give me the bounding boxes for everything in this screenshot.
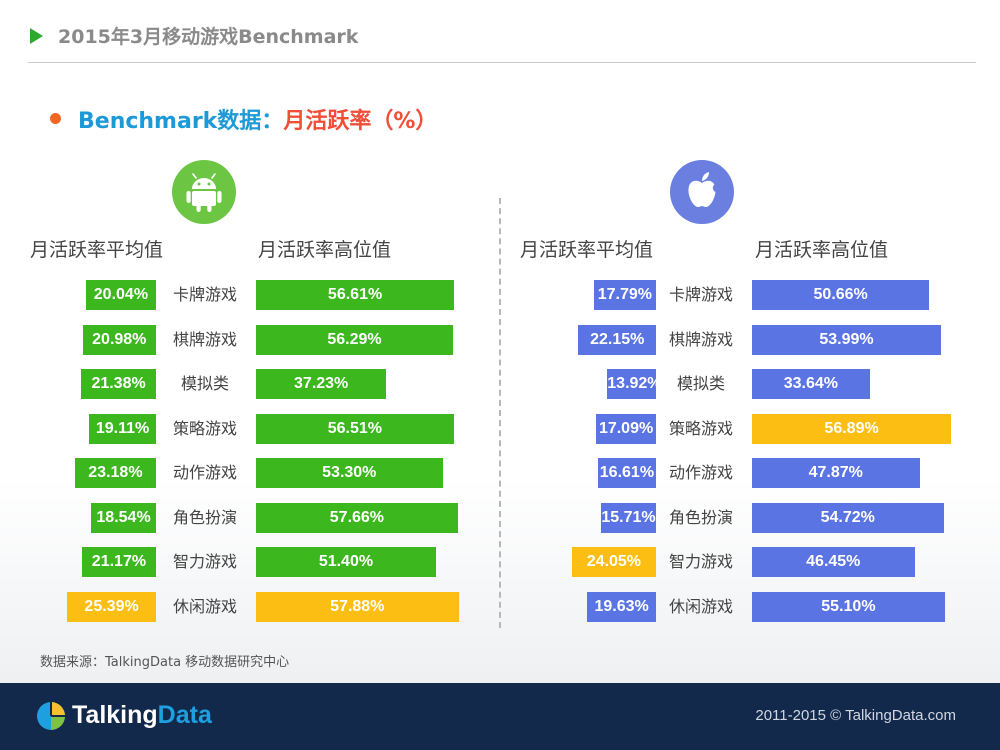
android-avg-bar: 18.54% — [91, 502, 156, 533]
header-divider — [28, 62, 976, 63]
talkingdata-pie-icon — [34, 699, 68, 733]
android-high-bar: 56.29% — [256, 324, 453, 355]
ios-avg-bar: 17.79% — [593, 280, 656, 310]
android-category-label: 智力游戏 — [172, 552, 237, 571]
section-title: Benchmark数据：月活跃率（%） — [78, 103, 437, 135]
android-high-bar: 53.30% — [256, 458, 443, 488]
android-high-bar: 51.40% — [256, 547, 436, 577]
apple-logo-icon — [670, 160, 734, 224]
android-avg-bar: 21.17% — [81, 547, 156, 577]
ios-high-bar: 55.10% — [752, 591, 945, 622]
ios-category-label: 模拟类 — [676, 374, 725, 393]
ios-avg-header: 月活跃率平均值 — [520, 239, 654, 261]
ios-category-label: 角色扮演 — [668, 507, 733, 527]
android-avg-bar: 21.38% — [81, 369, 156, 399]
android-category-label: 卡牌游戏 — [172, 285, 237, 304]
ios-high-bar: 46.45% — [752, 547, 915, 577]
android-avg-bar: 20.04% — [85, 280, 156, 310]
ios-avg-bar: 24.05% — [571, 547, 656, 577]
play-arrow-icon — [30, 28, 43, 44]
ios-high-bar: 53.99% — [752, 324, 941, 355]
android-high-bar: 56.51% — [256, 413, 454, 444]
android-avg-header: 月活跃率平均值 — [30, 239, 164, 261]
footer-copyright: 2011-2015 © TalkingData.com — [755, 707, 956, 724]
ios-avg-bar: 22.15% — [578, 324, 656, 355]
ios-category-label: 智力游戏 — [668, 552, 733, 571]
android-category-label: 角色扮演 — [172, 507, 237, 527]
platform-divider — [499, 198, 501, 628]
ios-avg-bar: 19.63% — [587, 591, 656, 622]
android-avg-bar: 25.39% — [67, 591, 156, 622]
android-category-label: 棋牌游戏 — [172, 329, 237, 349]
ios-avg-bar: 13.92% — [607, 369, 662, 399]
footer-logo-text: TalkingData — [72, 701, 212, 730]
logo-talking: Talking — [72, 701, 158, 729]
ios-category-label: 休闲游戏 — [668, 596, 733, 616]
ios-category-label: 动作游戏 — [668, 463, 733, 482]
ios-avg-bar: 17.09% — [596, 413, 656, 444]
ios-high-bar: 50.66% — [752, 280, 930, 310]
footer-bar: TalkingData 2011-2015 © TalkingData.com — [0, 683, 1000, 750]
ios-high-bar: 47.87% — [752, 458, 920, 488]
android-avg-bar: 23.18% — [74, 458, 156, 488]
android-high-bar: 56.61% — [256, 280, 455, 310]
ios-avg-bar: 16.61% — [597, 458, 656, 488]
ios-high-bar: 33.64% — [752, 369, 870, 399]
page-title: 2015年3月移动游戏Benchmark — [58, 26, 359, 48]
ios-high-header: 月活跃率高位值 — [755, 239, 889, 261]
ios-high-bar: 54.72% — [752, 502, 944, 533]
android-category-label: 策略游戏 — [172, 418, 237, 438]
bullet-dot-icon — [50, 113, 61, 124]
section-title-main: 月活跃率（%） — [283, 109, 438, 134]
android-high-header: 月活跃率高位值 — [258, 239, 392, 261]
android-high-bar: 57.88% — [256, 591, 459, 622]
ios-category-label: 卡牌游戏 — [668, 285, 733, 304]
source-note: 数据来源：TalkingData 移动数据研究中心 — [40, 655, 290, 670]
android-avg-bar: 20.98% — [82, 324, 156, 355]
ios-high-bar: 56.89% — [752, 413, 952, 444]
ios-category-label: 策略游戏 — [668, 418, 733, 438]
section-title-prefix: Benchmark数据： — [78, 109, 284, 134]
android-category-label: 模拟类 — [180, 374, 229, 393]
ios-avg-bar: 15.71% — [601, 502, 656, 533]
android-category-label: 动作游戏 — [172, 463, 237, 482]
android-avg-bar: 19.11% — [89, 413, 156, 444]
android-robot-icon — [172, 160, 236, 224]
ios-category-label: 棋牌游戏 — [668, 329, 733, 349]
logo-data: Data — [157, 701, 212, 729]
android-high-bar: 57.66% — [256, 502, 458, 533]
android-category-label: 休闲游戏 — [172, 596, 237, 616]
android-high-bar: 37.23% — [256, 369, 387, 399]
